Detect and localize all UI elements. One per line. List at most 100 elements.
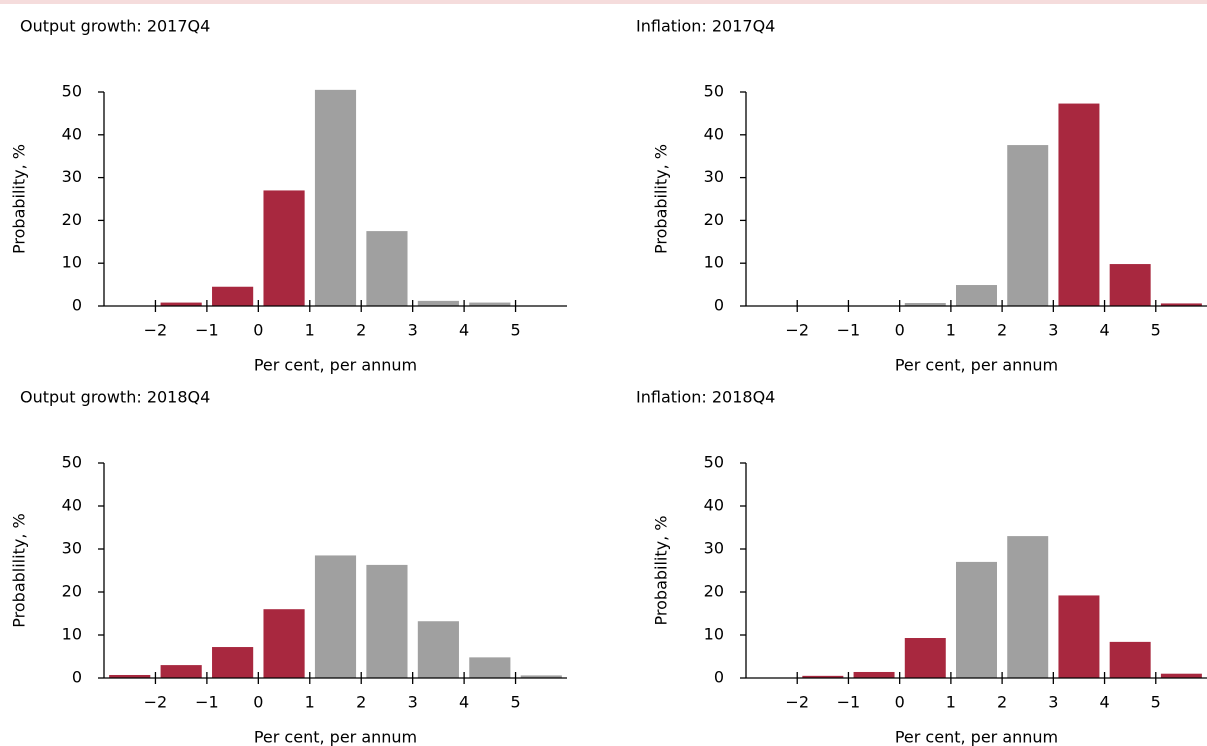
y-tick-label: 40 bbox=[62, 124, 82, 143]
x-tick-label: 5 bbox=[1151, 693, 1161, 712]
y-axis-label: Probability, % bbox=[10, 144, 29, 254]
bar bbox=[263, 609, 305, 678]
x-tick-label: 0 bbox=[253, 693, 263, 712]
x-tick-label: 2 bbox=[997, 693, 1007, 712]
x-tick-label: 1 bbox=[946, 693, 956, 712]
bar bbox=[1007, 536, 1049, 678]
x-tick-label: 4 bbox=[1099, 321, 1109, 340]
y-tick-label: 40 bbox=[704, 124, 724, 143]
y-tick-label: 30 bbox=[62, 167, 82, 186]
x-tick-label: 4 bbox=[1099, 693, 1109, 712]
bar bbox=[366, 564, 408, 678]
bar bbox=[469, 302, 511, 306]
bar bbox=[1058, 595, 1100, 678]
x-tick-label: 5 bbox=[510, 321, 520, 340]
y-tick-label: 50 bbox=[704, 82, 724, 101]
x-tick-label: 4 bbox=[459, 693, 469, 712]
x-tick-label: 3 bbox=[408, 321, 418, 340]
bar bbox=[1058, 103, 1100, 306]
x-tick-label: −1 bbox=[195, 321, 219, 340]
x-tick-label: 3 bbox=[1048, 321, 1058, 340]
bar bbox=[417, 621, 459, 678]
bar bbox=[802, 675, 844, 678]
y-axis-label: Probability, % bbox=[652, 144, 671, 254]
x-tick-label: 1 bbox=[946, 321, 956, 340]
y-tick-label: 20 bbox=[62, 582, 82, 601]
bar bbox=[109, 674, 151, 678]
y-tick-label: 20 bbox=[704, 210, 724, 229]
y-tick-label: 10 bbox=[62, 625, 82, 644]
bar bbox=[520, 675, 562, 678]
y-tick-label: 40 bbox=[704, 496, 724, 515]
bar bbox=[1109, 641, 1151, 678]
bar bbox=[366, 231, 408, 306]
x-tick-label: 2 bbox=[997, 321, 1007, 340]
y-tick-label: 30 bbox=[704, 539, 724, 558]
y-tick-label: 30 bbox=[704, 167, 724, 186]
bar bbox=[212, 286, 254, 306]
x-tick-label: 1 bbox=[305, 693, 315, 712]
y-tick-label: 0 bbox=[714, 668, 724, 687]
top-strip bbox=[0, 0, 1207, 4]
x-axis-label: Per cent, per annum bbox=[895, 356, 1058, 375]
y-tick-label: 0 bbox=[72, 668, 82, 687]
bar bbox=[904, 638, 946, 678]
x-tick-label: 0 bbox=[895, 321, 905, 340]
x-tick-label: 2 bbox=[356, 321, 366, 340]
bar bbox=[469, 657, 511, 678]
x-tick-label: 1 bbox=[305, 321, 315, 340]
x-tick-label: −2 bbox=[144, 693, 168, 712]
y-tick-label: 50 bbox=[704, 453, 724, 472]
bar bbox=[853, 671, 895, 678]
bar bbox=[314, 555, 357, 678]
y-tick-label: 10 bbox=[704, 253, 724, 272]
y-tick-label: 0 bbox=[72, 296, 82, 315]
bar bbox=[1160, 673, 1202, 678]
y-axis-label: Probability, % bbox=[652, 516, 671, 626]
bar bbox=[263, 190, 305, 306]
x-tick-label: −1 bbox=[195, 693, 219, 712]
x-tick-label: −2 bbox=[144, 321, 168, 340]
bar bbox=[1109, 264, 1151, 306]
chart-title: Inflation: 2018Q4 bbox=[636, 388, 775, 407]
y-tick-label: 20 bbox=[704, 582, 724, 601]
bar bbox=[417, 300, 459, 306]
y-tick-label: 50 bbox=[62, 453, 82, 472]
x-tick-label: −1 bbox=[837, 321, 861, 340]
x-tick-label: 5 bbox=[1151, 321, 1161, 340]
y-tick-label: 0 bbox=[714, 296, 724, 315]
y-tick-label: 10 bbox=[704, 625, 724, 644]
bar bbox=[1160, 303, 1202, 306]
y-tick-label: 10 bbox=[62, 253, 82, 272]
chart-title: Output growth: 2017Q4 bbox=[20, 17, 210, 36]
bar bbox=[160, 302, 202, 306]
x-tick-label: 3 bbox=[1048, 693, 1058, 712]
x-tick-label: 0 bbox=[895, 693, 905, 712]
x-axis-label: Per cent, per annum bbox=[254, 356, 417, 375]
x-tick-label: 0 bbox=[253, 321, 263, 340]
bar bbox=[904, 303, 946, 306]
y-axis-label: Probablility, % bbox=[10, 513, 29, 627]
y-tick-label: 40 bbox=[62, 496, 82, 515]
x-tick-label: −1 bbox=[837, 693, 861, 712]
y-tick-label: 30 bbox=[62, 539, 82, 558]
x-tick-label: 4 bbox=[459, 321, 469, 340]
x-tick-label: −2 bbox=[785, 693, 809, 712]
y-tick-label: 20 bbox=[62, 210, 82, 229]
chart-title: Output growth: 2018Q4 bbox=[20, 388, 210, 407]
x-tick-label: 2 bbox=[356, 693, 366, 712]
x-tick-label: −2 bbox=[785, 321, 809, 340]
bar bbox=[314, 89, 357, 306]
bar bbox=[160, 665, 202, 678]
bar bbox=[956, 285, 997, 306]
y-tick-label: 50 bbox=[62, 82, 82, 101]
x-axis-label: Per cent, per annum bbox=[895, 728, 1058, 746]
chart-title: Inflation: 2017Q4 bbox=[636, 17, 775, 36]
bar bbox=[1007, 145, 1049, 306]
bar bbox=[956, 561, 997, 678]
bar bbox=[212, 647, 254, 678]
x-tick-label: 3 bbox=[408, 693, 418, 712]
x-axis-label: Per cent, per annum bbox=[254, 728, 417, 746]
x-tick-label: 5 bbox=[510, 693, 520, 712]
